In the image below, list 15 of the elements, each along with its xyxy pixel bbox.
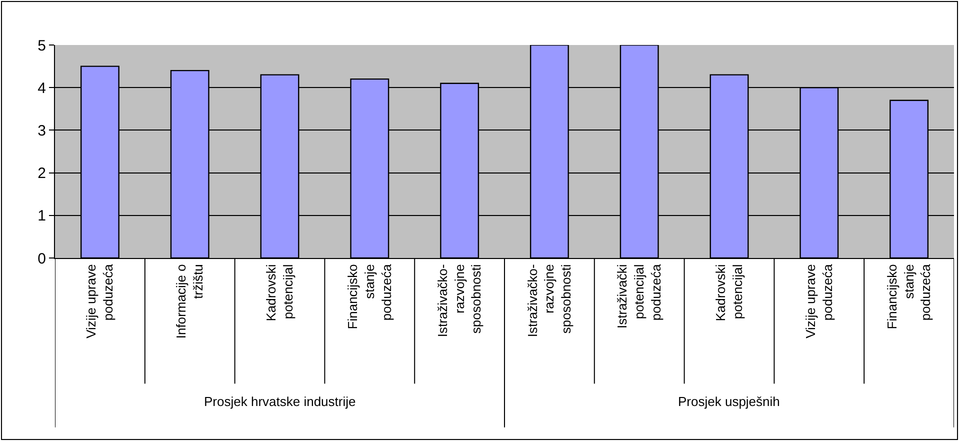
x-tick-label: Vizije uprave poduzeća: [84, 263, 116, 338]
x-tick-label: Vizije uprave poduzeća: [802, 263, 835, 338]
x-tick-label: Financijsko stanje poduzeća: [884, 263, 934, 330]
x-tick-label: Informacije o tržištu: [174, 264, 206, 339]
y-tick-label: 3: [38, 122, 46, 140]
x-tick-label: Kadrovski potencijal: [264, 264, 296, 322]
text: Prosjek hrvatske industrije: [204, 394, 356, 409]
y-tick-label: 0: [38, 250, 46, 268]
y-tick-label: 1: [38, 208, 46, 225]
y-tick-label: 5: [38, 37, 46, 54]
x-tick-label: Kadrovski potencijal: [713, 264, 745, 322]
y-tick-label: 2: [38, 165, 46, 182]
y-tick-label: 4: [38, 80, 46, 97]
text: Prosjek uspješnih: [678, 394, 780, 409]
x-tick-label: Financijsko stanje poduzeća: [344, 263, 394, 330]
